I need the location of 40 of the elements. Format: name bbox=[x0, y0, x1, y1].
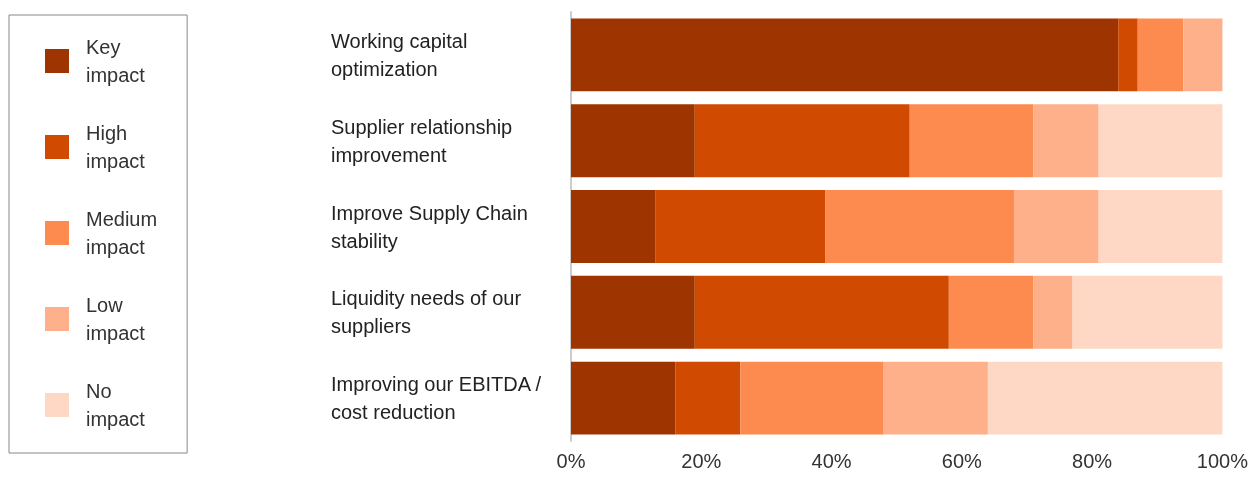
legend-label: Medium impact bbox=[86, 208, 158, 258]
y-tick-label: Liquidity needs of our suppliers bbox=[331, 287, 527, 338]
bar bbox=[1033, 275, 1073, 349]
bar bbox=[571, 190, 656, 263]
bar bbox=[1098, 104, 1223, 178]
bar bbox=[571, 104, 695, 178]
bar bbox=[1033, 104, 1099, 178]
bar bbox=[1137, 18, 1184, 92]
legend-label: Low impact bbox=[86, 294, 146, 344]
bar bbox=[883, 361, 988, 435]
y-tick-label: Working capital optimization bbox=[331, 29, 473, 80]
bar bbox=[571, 18, 1119, 92]
x-tick-label: 60% bbox=[941, 450, 983, 472]
bar bbox=[909, 104, 1034, 178]
bar bbox=[571, 275, 695, 349]
bar bbox=[1183, 18, 1223, 92]
legend-label: No impact bbox=[86, 380, 146, 430]
legend-label: High impact bbox=[86, 122, 146, 172]
legend-label: Key impact bbox=[86, 36, 146, 86]
bar bbox=[655, 190, 826, 263]
bar bbox=[675, 361, 741, 435]
x-tick-label: 0% bbox=[556, 450, 586, 472]
bar bbox=[987, 361, 1223, 435]
bar bbox=[571, 361, 676, 435]
bar bbox=[694, 275, 949, 349]
bar bbox=[740, 361, 884, 435]
y-tick-label: Improve Supply Chain stability bbox=[331, 201, 534, 252]
y-tick-label: Improving our EBITDA /cost reduction bbox=[331, 373, 542, 424]
bar bbox=[1013, 190, 1099, 263]
bar bbox=[825, 190, 1014, 263]
x-tick-label: 20% bbox=[681, 450, 722, 472]
bar bbox=[694, 104, 910, 178]
y-tick-label: Supplier relationship improvement bbox=[331, 115, 518, 166]
bar bbox=[1118, 18, 1138, 92]
bar bbox=[948, 275, 1034, 349]
bar bbox=[1098, 190, 1223, 263]
x-tick-label: 100% bbox=[1196, 450, 1249, 472]
x-tick-label: 40% bbox=[811, 450, 852, 472]
bar bbox=[1072, 275, 1223, 349]
x-tick-label: 80% bbox=[1072, 450, 1113, 472]
